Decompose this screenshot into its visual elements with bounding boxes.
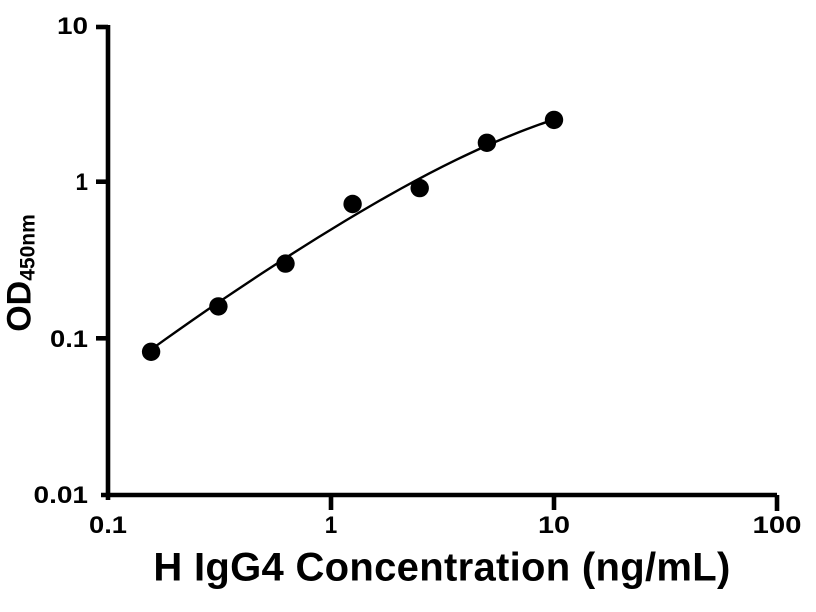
svg-text:100: 100 [753,512,802,539]
svg-text:0.01: 0.01 [34,482,89,509]
svg-text:10: 10 [538,512,570,539]
svg-text:10: 10 [57,13,88,40]
svg-text:1: 1 [325,512,338,539]
svg-text:0.1: 0.1 [89,512,127,539]
svg-text:0.1: 0.1 [50,326,88,353]
svg-text:1: 1 [76,169,89,196]
